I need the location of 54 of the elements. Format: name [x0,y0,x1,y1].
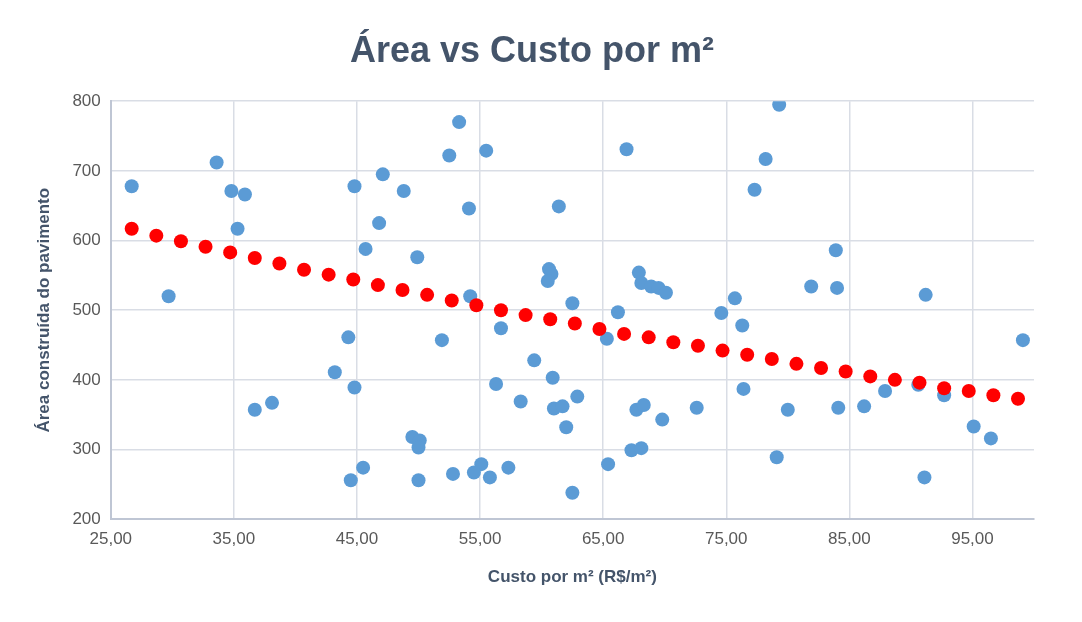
y-tick-label: 600 [72,230,101,250]
point [272,256,287,271]
point [493,303,508,318]
x-tick-label: 85,00 [828,529,871,549]
point [740,347,755,362]
point [469,298,484,313]
x-tick-label: 65,00 [581,529,625,549]
point [124,221,139,236]
y-tick-label: 400 [72,369,101,389]
point [764,351,779,366]
point [789,356,804,371]
point [986,388,1001,403]
point [543,312,558,327]
x-tick-label: 95,00 [951,529,994,549]
point [887,372,902,387]
y-axis-title: Área construída do pavimento [33,187,53,433]
point [641,330,656,345]
point [690,338,705,353]
point [395,283,410,297]
point [961,384,976,399]
y-tick-label: 200 [72,508,101,528]
point [666,335,681,350]
point [346,272,361,287]
point [838,364,853,379]
point [814,361,829,376]
point [173,234,188,249]
y-tick-label: 700 [72,160,101,180]
point [370,278,385,293]
point [223,245,238,260]
x-axis-title: Custo por m² (R$/m²) [487,567,657,587]
point [617,326,632,341]
point [592,322,607,337]
x-tick-label: 35,00 [212,529,256,549]
point [1011,391,1025,406]
x-tick-label: 75,00 [704,529,748,549]
y-tick-label: 500 [72,299,101,319]
point [420,287,435,302]
point [518,308,533,323]
y-tick-label: 300 [72,439,101,459]
point [567,316,582,331]
point [863,369,878,384]
point [198,239,213,254]
x-tick-label: 55,00 [458,529,502,549]
y-tick-label: 800 [72,90,101,110]
point [937,381,952,396]
point [715,343,730,358]
point [444,293,459,308]
chart-title: Área vs Custo por m² [349,28,715,70]
point [321,267,336,282]
point [247,250,262,265]
x-tick-label: 45,00 [335,529,379,549]
point [149,228,164,243]
x-tick-label: 25,00 [89,529,133,549]
point [297,262,312,277]
